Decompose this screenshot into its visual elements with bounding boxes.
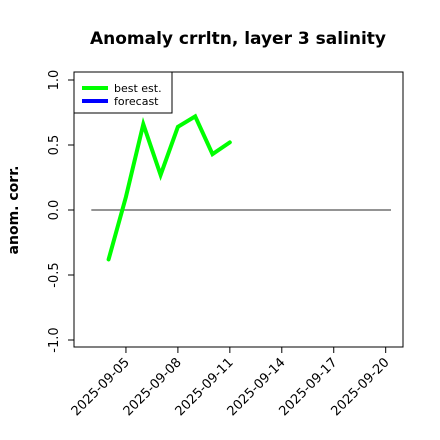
chart-title: Anomaly crrltn, layer 3 salinity xyxy=(90,29,386,49)
y-tick-label: 0.0 xyxy=(47,200,62,221)
y-axis: -1.0 -0.5 0.0 0.5 1.0 xyxy=(47,70,74,353)
legend-label-best-est: best est. xyxy=(114,82,162,95)
legend: best est. forecast xyxy=(73,71,173,114)
series-line-0 xyxy=(106,113,232,262)
y-tick-label: 0.5 xyxy=(47,135,62,156)
series-layer xyxy=(106,113,232,262)
legend-label-forecast: forecast xyxy=(114,95,159,108)
legend-box xyxy=(73,71,173,114)
y-tick-label: -1.0 xyxy=(47,327,62,352)
x-axis: 2025-09-052025-09-082025-09-112025-09-14… xyxy=(69,347,393,419)
y-tick-label: -0.5 xyxy=(47,262,62,287)
y-axis-label: anom. corr. xyxy=(6,166,22,255)
y-tick-label: 1.0 xyxy=(47,70,62,91)
